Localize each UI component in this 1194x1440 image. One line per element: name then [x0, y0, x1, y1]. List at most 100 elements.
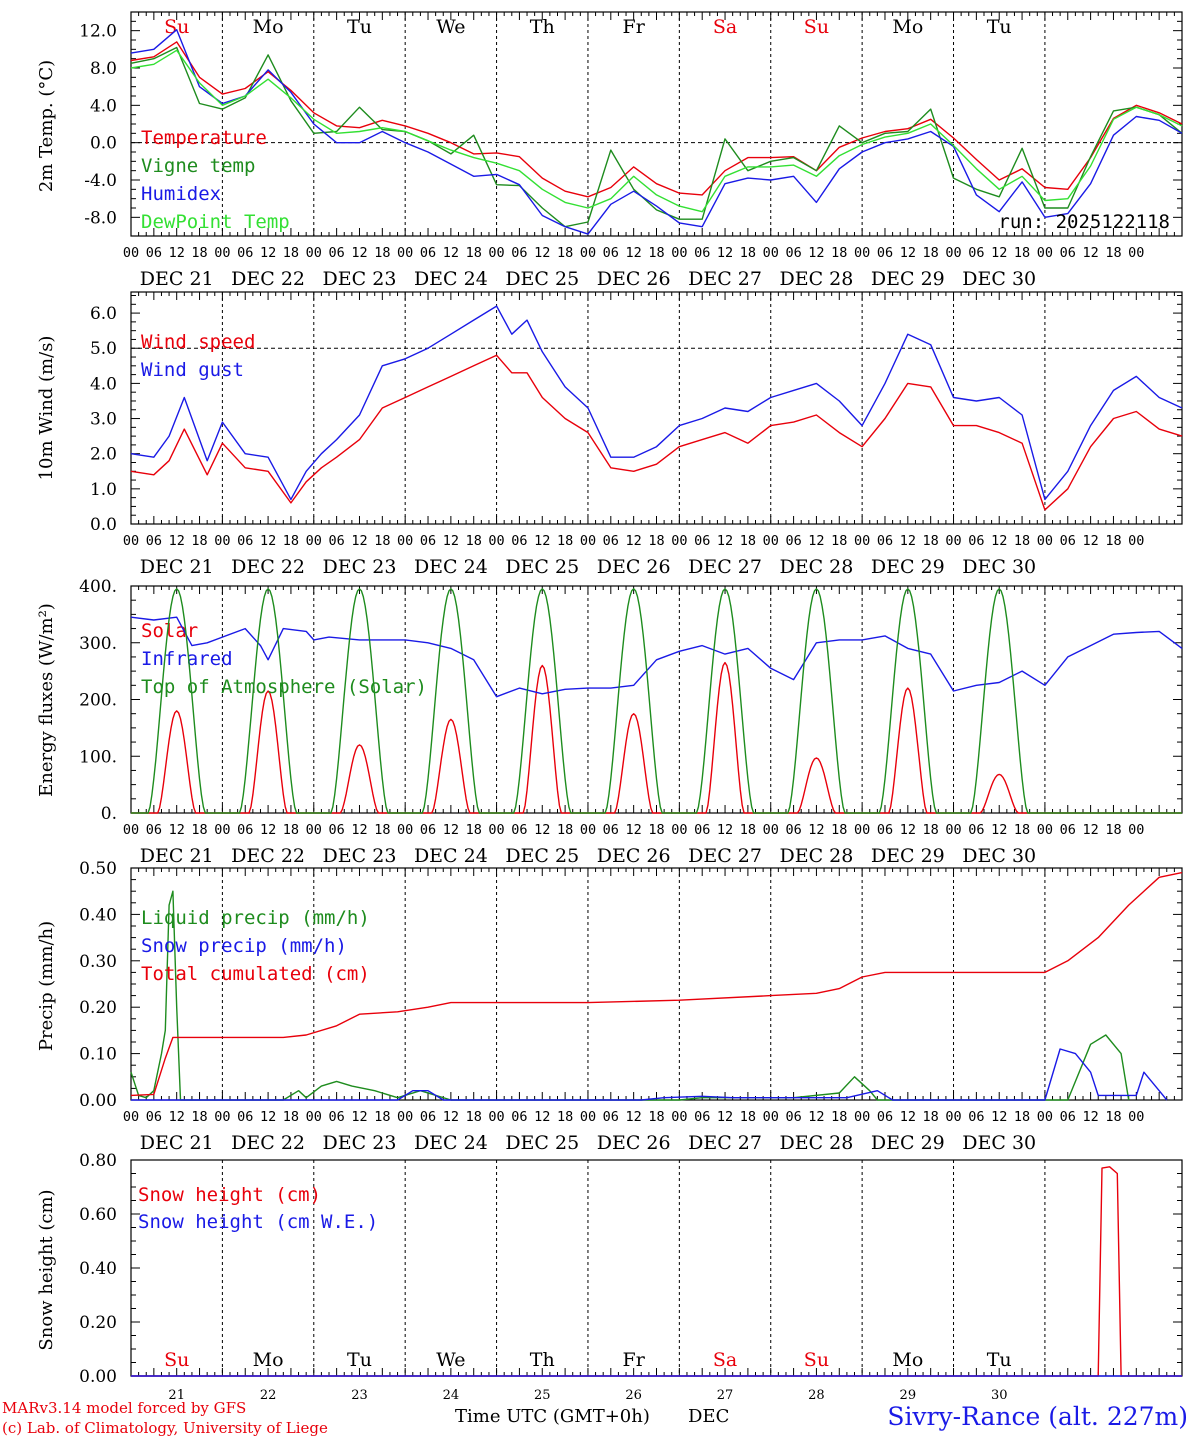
y-tick-label: 4.0: [90, 374, 117, 394]
hour-tick-label: 12: [169, 533, 185, 549]
station-name: Sivry-Rance (alt. 227m): [887, 1402, 1188, 1431]
y-tick-label: 0.10: [79, 1045, 117, 1065]
hour-tick-label: 00: [397, 1109, 413, 1125]
hour-tick-label: 06: [146, 1109, 162, 1125]
y-tick-label: 8.0: [90, 59, 117, 79]
hour-tick-label: 00: [214, 245, 230, 261]
y-tick-label: 0.40: [79, 1259, 117, 1279]
date-label: DEC 21: [140, 845, 214, 867]
legend-entry: Vigne temp: [141, 155, 255, 177]
hour-tick-label: 12: [443, 245, 459, 261]
hour-tick-label: 18: [191, 822, 207, 838]
hour-tick-label: 12: [626, 533, 642, 549]
date-label: DEC 22: [231, 268, 305, 290]
hour-tick-label: 06: [328, 822, 344, 838]
hour-tick-label: 18: [923, 1109, 939, 1125]
hour-tick-label: 00: [306, 1109, 322, 1125]
hour-tick-label: 12: [900, 1109, 916, 1125]
hour-tick-label: 00: [580, 245, 596, 261]
hour-tick-label: 06: [877, 822, 893, 838]
hour-tick-label: 00: [671, 533, 687, 549]
hour-tick-label: 06: [694, 1109, 710, 1125]
day-number-label: 21: [168, 1388, 185, 1403]
hour-tick-label: 06: [785, 822, 801, 838]
hour-tick-label: 00: [306, 822, 322, 838]
hour-tick-label: 06: [877, 533, 893, 549]
hour-tick-label: 18: [191, 1109, 207, 1125]
weekday-label: Th: [530, 16, 555, 38]
hour-tick-label: 18: [374, 1109, 390, 1125]
y-tick-label: -4.0: [84, 171, 117, 191]
y-axis-label: Snow height (cm): [36, 1189, 57, 1350]
hour-tick-label: 00: [488, 1109, 504, 1125]
hour-tick-label: 06: [694, 822, 710, 838]
model-note: MARv3.14 model forced by GFS: [2, 1399, 247, 1417]
hour-tick-label: 18: [923, 245, 939, 261]
date-label: DEC 21: [140, 1132, 214, 1154]
weekday-label: Tu: [987, 1349, 1012, 1371]
hour-tick-label: 06: [146, 533, 162, 549]
hour-tick-label: 18: [283, 1109, 299, 1125]
weekday-label: Su: [804, 16, 829, 38]
day-number-label: 24: [443, 1388, 460, 1403]
hour-tick-label: 12: [351, 1109, 367, 1125]
hour-tick-label: 12: [534, 245, 550, 261]
y-tick-label: 400.: [79, 577, 117, 597]
hour-tick-label: 18: [1105, 1109, 1121, 1125]
hour-tick-label: 12: [808, 1109, 824, 1125]
hour-tick-label: 00: [945, 822, 961, 838]
hour-tick-label: 06: [328, 1109, 344, 1125]
hour-tick-label: 18: [191, 533, 207, 549]
y-tick-label: 0.40: [79, 905, 117, 925]
hour-tick-label: 12: [808, 245, 824, 261]
hour-tick-label: 18: [648, 822, 664, 838]
legend-entry: DewPoint Temp: [141, 211, 290, 233]
hour-tick-label: 06: [785, 533, 801, 549]
hour-tick-label: 00: [854, 1109, 870, 1125]
date-label: DEC 27: [688, 1132, 762, 1154]
hour-tick-label: 00: [1037, 245, 1053, 261]
hour-tick-label: 18: [1014, 1109, 1030, 1125]
hour-tick-label: 00: [123, 245, 139, 261]
hour-tick-label: 18: [923, 822, 939, 838]
hour-tick-label: 18: [740, 245, 756, 261]
series-line-liquid-precip-mm-h-: [130, 890, 1130, 1101]
hour-tick-label: 06: [1060, 1109, 1076, 1125]
series-line-wind-gust: [130, 305, 1183, 501]
date-label: DEC 26: [597, 556, 671, 578]
hour-tick-label: 00: [945, 533, 961, 549]
hour-tick-label: 00: [1037, 533, 1053, 549]
hour-tick-label: 18: [1014, 245, 1030, 261]
hour-tick-label: 06: [420, 245, 436, 261]
hour-tick-label: 12: [351, 245, 367, 261]
legend-entry: Liquid precip (mm/h): [141, 907, 370, 929]
hour-tick-label: 18: [374, 245, 390, 261]
y-tick-label: 0.80: [79, 1151, 117, 1171]
credit-note: (c) Lab. of Climatology, University of L…: [2, 1419, 328, 1437]
date-label: DEC 28: [780, 845, 854, 867]
hour-tick-label: 00: [1037, 1109, 1053, 1125]
weekday-label: Th: [530, 1349, 555, 1371]
y-tick-label: 0.00: [79, 1367, 117, 1387]
date-label: DEC 30: [962, 845, 1036, 867]
hour-tick-label: 00: [488, 533, 504, 549]
hour-tick-label: 18: [1105, 822, 1121, 838]
series-line-top-of-atmosphere-solar-: [131, 588, 1182, 814]
legend-entry: Solar: [141, 620, 198, 642]
hour-tick-label: 12: [169, 822, 185, 838]
hour-tick-label: 06: [968, 245, 984, 261]
hour-tick-label: 06: [237, 533, 253, 549]
hour-tick-label: 00: [854, 822, 870, 838]
weekday-label: Su: [164, 16, 189, 38]
weekday-label: Sa: [713, 16, 737, 38]
hour-tick-label: 06: [968, 822, 984, 838]
y-tick-label: 300.: [79, 634, 117, 654]
date-label: DEC 23: [323, 556, 397, 578]
hour-tick-label: 18: [374, 533, 390, 549]
month-label: DEC: [688, 1406, 730, 1427]
date-label: DEC 29: [871, 1132, 945, 1154]
y-tick-label: 0.20: [79, 1313, 117, 1333]
run-annotation: run: 2025122118: [998, 211, 1170, 233]
hour-tick-label: 00: [1037, 822, 1053, 838]
date-label: DEC 21: [140, 556, 214, 578]
